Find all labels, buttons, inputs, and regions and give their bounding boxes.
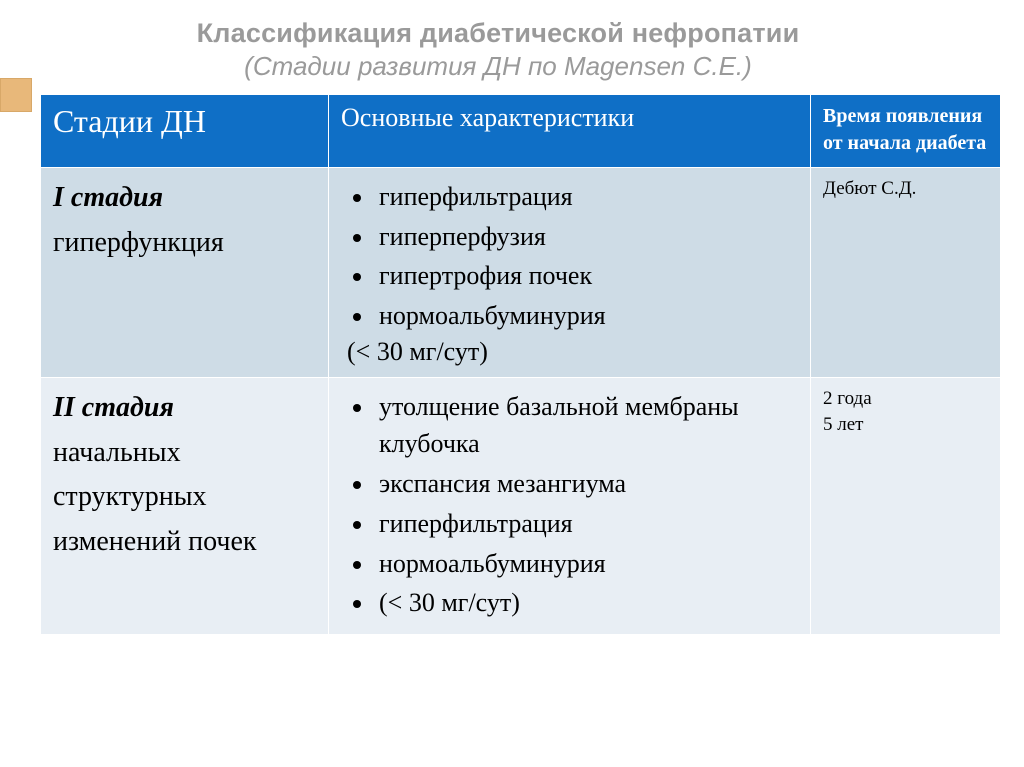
classification-table: Стадии ДН Основные характеристики Время …	[40, 94, 1001, 635]
time-line: 2 года	[823, 386, 990, 413]
char-tail: (< 30 мг/сут)	[341, 337, 800, 367]
table-header-row: Стадии ДН Основные характеристики Время …	[41, 95, 1001, 168]
time-cell: 2 года 5 лет	[811, 377, 1001, 634]
char-item: гипертрофия почек	[375, 257, 800, 295]
char-item: нормоальбуминурия	[375, 545, 800, 583]
characteristics-cell: гиперфильтрация гиперперфузия гипертрофи…	[329, 168, 811, 378]
char-item: гиперфильтрация	[375, 178, 800, 216]
slide: Классификация диабетической нефропатии (…	[0, 0, 1024, 767]
header-col-chars: Основные характеристики	[329, 95, 811, 168]
title-line1: Классификация диабетической нефропатии	[40, 18, 956, 49]
stage-name: II стадия	[53, 392, 174, 423]
time-cell: Дебют С.Д.	[811, 168, 1001, 378]
stage-cell: II стадия начальных структурных изменени…	[41, 377, 329, 634]
time-line: Дебют С.Д.	[823, 176, 990, 203]
char-item: экспансия мезангиума	[375, 465, 800, 503]
char-item: гиперфильтрация	[375, 505, 800, 543]
characteristics-cell: утолщение базальной мембраны клубочка эк…	[329, 377, 811, 634]
header-col-stage: Стадии ДН	[41, 95, 329, 168]
table-row: II стадия начальных структурных изменени…	[41, 377, 1001, 634]
stage-subtitle: гиперфункция	[53, 227, 224, 258]
char-item: (< 30 мг/сут)	[375, 584, 800, 622]
title-block: Классификация диабетической нефропатии (…	[40, 18, 956, 82]
char-item: гиперперфузия	[375, 218, 800, 256]
stage-subtitle: начальных структурных изменений почек	[53, 437, 257, 558]
char-item: утолщение базальной мембраны клубочка	[375, 388, 800, 463]
char-item: нормоальбуминурия	[375, 297, 800, 335]
title-line2: (Стадии развития ДН по Magensen C.E.)	[40, 51, 956, 82]
char-list: утолщение базальной мембраны клубочка эк…	[341, 388, 800, 622]
header-col-time: Время появления от начала диабета	[811, 95, 1001, 168]
time-line: 5 лет	[823, 412, 990, 439]
accent-bar	[0, 78, 32, 112]
table-row: I стадия гиперфункция гиперфильтрация ги…	[41, 168, 1001, 378]
char-list: гиперфильтрация гиперперфузия гипертрофи…	[341, 178, 800, 335]
stage-name: I стадия	[53, 182, 163, 213]
stage-cell: I стадия гиперфункция	[41, 168, 329, 378]
